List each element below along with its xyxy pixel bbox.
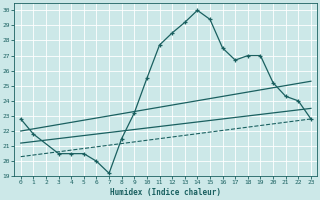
- X-axis label: Humidex (Indice chaleur): Humidex (Indice chaleur): [110, 188, 221, 197]
